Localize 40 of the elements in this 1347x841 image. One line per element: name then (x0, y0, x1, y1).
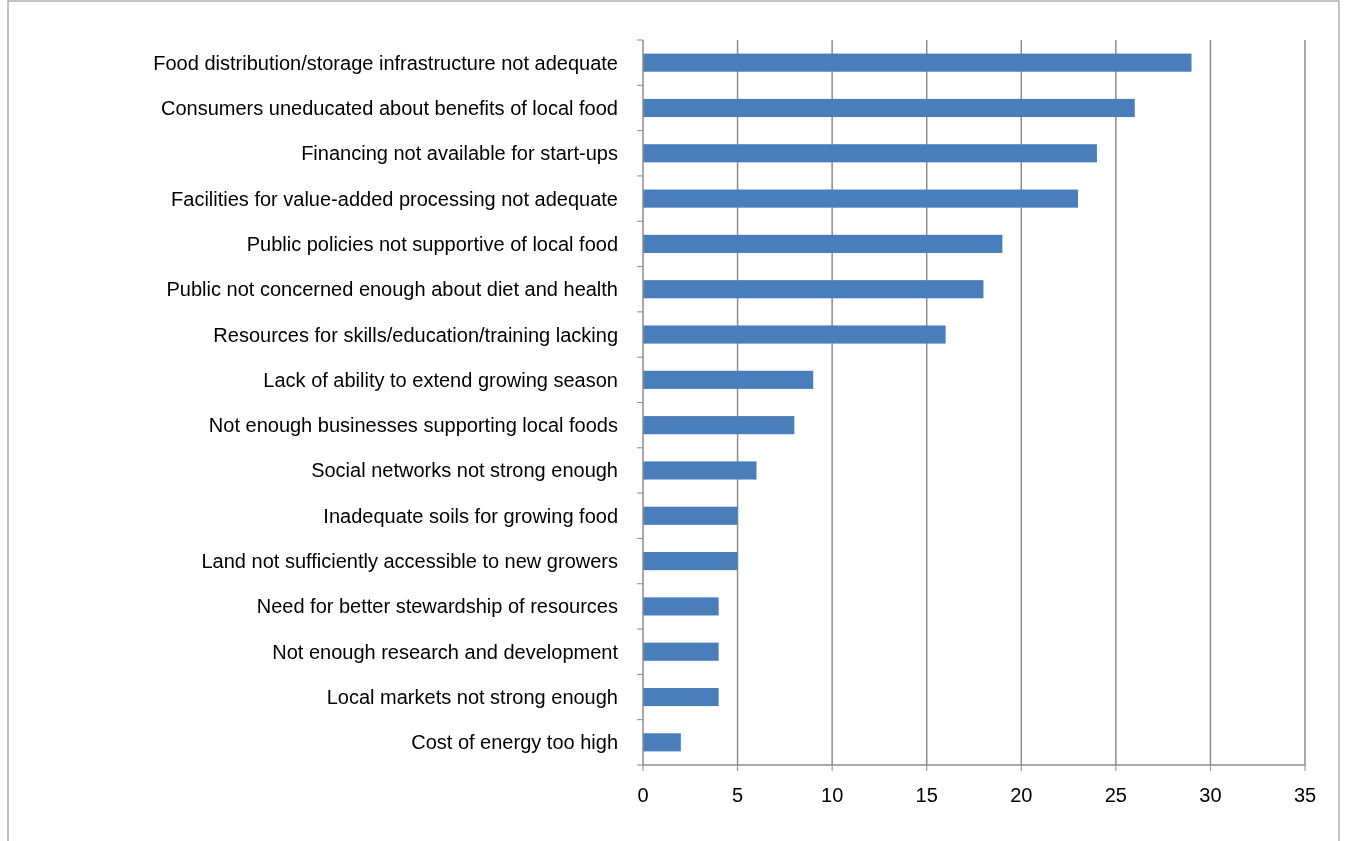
y-tick-label: Food distribution/storage infrastructure not adequate (153, 51, 618, 74)
bar (643, 234, 1003, 253)
y-tick-label: Land not sufficiently accessible to new growers (201, 550, 618, 573)
x-tick-label: 30 (1199, 784, 1222, 806)
y-tick-label: Public not concerned enough about diet and health (166, 278, 618, 301)
x-tick-label: 10 (821, 784, 844, 806)
bar (643, 189, 1079, 208)
y-tick-label: Social networks not strong enough (311, 459, 618, 482)
bar (643, 370, 814, 389)
y-tick-label: Public policies not supportive of local food (246, 232, 618, 255)
x-tick-label: 15 (915, 784, 938, 806)
x-tick-label: 5 (732, 784, 744, 806)
bar (643, 506, 738, 525)
bar (643, 98, 1135, 118)
y-tick-label: Inadequate soils for growing food (323, 504, 618, 527)
x-tick-label: 20 (1010, 784, 1033, 806)
bar (643, 416, 795, 435)
bar (643, 687, 719, 707)
y-tick-label: Lack of ability to extend growing season (263, 368, 618, 391)
y-tick-label: Cost of energy too high (411, 731, 618, 754)
y-tick-label: Consumers uneducated about benefits of local food (161, 96, 618, 119)
y-tick-label: Local markets not strong enough (326, 686, 618, 709)
x-tick-label: 35 (1293, 784, 1317, 806)
y-tick-label: Not enough research and development (272, 640, 619, 663)
bar (643, 280, 984, 299)
bar (643, 642, 719, 661)
y-tick-label: Not enough businesses supporting local foods (208, 414, 618, 437)
x-tick-label: 25 (1104, 784, 1127, 806)
y-tick-label: Facilities for value-added processing not adequate (171, 187, 618, 210)
y-tick-label: Financing not available for start-ups (301, 142, 618, 165)
bar (643, 733, 681, 752)
bar (643, 53, 1192, 72)
bar (643, 325, 946, 344)
x-tick-label: 0 (637, 784, 649, 806)
bar (643, 552, 738, 571)
y-tick-label: Resources for skills/education/training lacking (213, 323, 618, 346)
bar (643, 597, 719, 616)
bar (643, 461, 757, 480)
bar (643, 144, 1097, 163)
y-tick-label: Need for better stewardship of resources (256, 595, 618, 618)
